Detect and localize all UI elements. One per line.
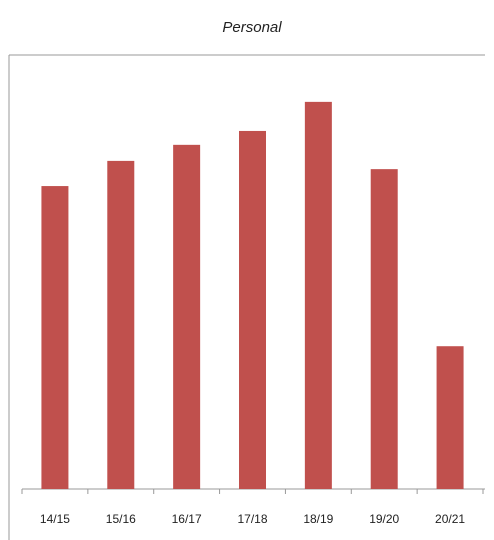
bar xyxy=(370,169,398,489)
chart-title: Personal xyxy=(222,19,282,36)
x-tick-label: 16/17 xyxy=(172,512,202,526)
bar xyxy=(304,101,332,489)
bar xyxy=(173,144,201,489)
bar xyxy=(41,186,69,489)
x-tick-label: 19/20 xyxy=(369,512,399,526)
bar xyxy=(107,160,135,489)
x-tick-label: 14/15 xyxy=(40,512,70,526)
x-tick-label: 17/18 xyxy=(237,512,267,526)
x-tick-label: 20/21 xyxy=(435,512,465,526)
bar xyxy=(436,346,464,489)
bar xyxy=(239,130,266,489)
x-tick-label: 15/16 xyxy=(106,512,136,526)
x-tick-label: 18/19 xyxy=(303,512,333,526)
